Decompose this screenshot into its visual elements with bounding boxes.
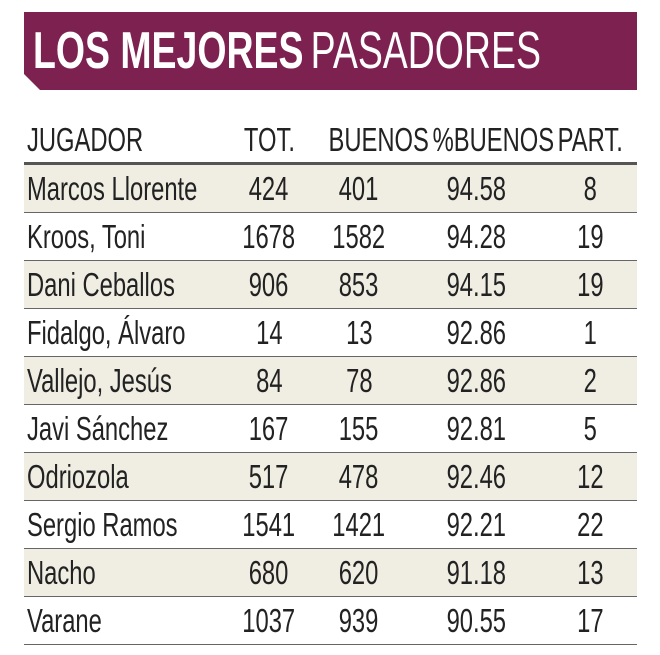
cell-buenos: 155: [309, 404, 409, 453]
cell-player-name: Kroos, Toni: [24, 212, 229, 261]
cell-player-name: Vallejo, Jesús: [24, 356, 229, 405]
cell-pct-buenos: 92.81: [409, 404, 543, 453]
cell-player-name: Varane: [24, 596, 229, 645]
cell-part: 22: [543, 500, 637, 549]
cell-tot: 1541: [229, 500, 309, 549]
cell-buenos: 1582: [309, 212, 409, 261]
cell-pct-buenos: 92.86: [409, 308, 543, 357]
cell-tot: 84: [229, 356, 309, 405]
cell-tot: 517: [229, 452, 309, 501]
cell-tot: 14: [229, 308, 309, 357]
table-row: Javi Sánchez 167 155 92.81 5: [24, 404, 637, 453]
cell-buenos: 939: [309, 596, 409, 645]
cell-pct-buenos: 90.55: [409, 596, 543, 645]
table-row: Varane 1037 939 90.55 17: [24, 596, 637, 645]
table-header: JUGADOR TOT. BUENOS %BUENOS PART.: [24, 118, 637, 165]
table-row: Odriozola 517 478 92.46 12: [24, 452, 637, 501]
cell-part: 1: [543, 308, 637, 357]
table-row: Nacho 680 620 91.18 13: [24, 548, 637, 597]
cell-pct-buenos: 94.28: [409, 212, 543, 261]
col-buenos: BUENOS: [309, 118, 429, 165]
cell-tot: 680: [229, 548, 309, 597]
cell-part: 5: [543, 404, 637, 453]
cell-pct-buenos: 92.86: [409, 356, 543, 405]
col-pct-buenos: %BUENOS: [409, 118, 554, 165]
col-tot: TOT.: [229, 118, 309, 165]
cell-tot: 1037: [229, 596, 309, 645]
cell-player-name: Javi Sánchez: [24, 404, 229, 453]
cell-buenos: 78: [309, 356, 409, 405]
table-row: Kroos, Toni 1678 1582 94.28 19: [24, 212, 637, 261]
table-row: Fidalgo, Álvaro 14 13 92.86 1: [24, 308, 637, 357]
cell-part: 19: [543, 260, 637, 309]
cell-pct-buenos: 92.46: [409, 452, 543, 501]
title-banner: [24, 12, 637, 90]
cell-player-name: Fidalgo, Álvaro: [24, 308, 229, 357]
cell-tot: 167: [229, 404, 309, 453]
cell-player-name: Odriozola: [24, 452, 229, 501]
page-title: LOS MEJORES PASADORES: [33, 14, 633, 88]
table-row: Sergio Ramos 1541 1421 92.21 22: [24, 500, 637, 549]
cell-part: 8: [543, 163, 637, 213]
table-row: Marcos Llorente 424 401 94.58 8: [24, 163, 637, 213]
cell-pct-buenos: 94.58: [409, 163, 543, 213]
cell-buenos: 13: [309, 308, 409, 357]
title-light: PASADORES: [310, 22, 541, 80]
cell-part: 17: [543, 596, 637, 645]
cell-tot: 906: [229, 260, 309, 309]
table-row: Dani Ceballos 906 853 94.15 19: [24, 260, 637, 309]
cell-tot: 424: [229, 163, 309, 213]
cell-player-name: Dani Ceballos: [24, 260, 229, 309]
cell-buenos: 478: [309, 452, 409, 501]
passers-table: JUGADOR TOT. BUENOS %BUENOS PART. Marcos…: [24, 118, 637, 645]
cell-buenos: 401: [309, 163, 409, 213]
cell-tot: 1678: [229, 212, 309, 261]
cell-player-name: Nacho: [24, 548, 229, 597]
cell-part: 19: [543, 212, 637, 261]
cell-part: 12: [543, 452, 637, 501]
cell-player-name: Sergio Ramos: [24, 500, 229, 549]
cell-part: 13: [543, 548, 637, 597]
cell-buenos: 1421: [309, 500, 409, 549]
cell-player-name: Marcos Llorente: [24, 163, 229, 213]
cell-pct-buenos: 91.18: [409, 548, 543, 597]
title-bold: LOS MEJORES: [33, 22, 304, 80]
cell-pct-buenos: 92.21: [409, 500, 543, 549]
cell-part: 2: [543, 356, 637, 405]
col-part: PART.: [543, 118, 637, 165]
cell-pct-buenos: 94.15: [409, 260, 543, 309]
cell-buenos: 853: [309, 260, 409, 309]
cell-buenos: 620: [309, 548, 409, 597]
col-jugador: JUGADOR: [24, 118, 229, 165]
table-row: Vallejo, Jesús 84 78 92.86 2: [24, 356, 637, 405]
